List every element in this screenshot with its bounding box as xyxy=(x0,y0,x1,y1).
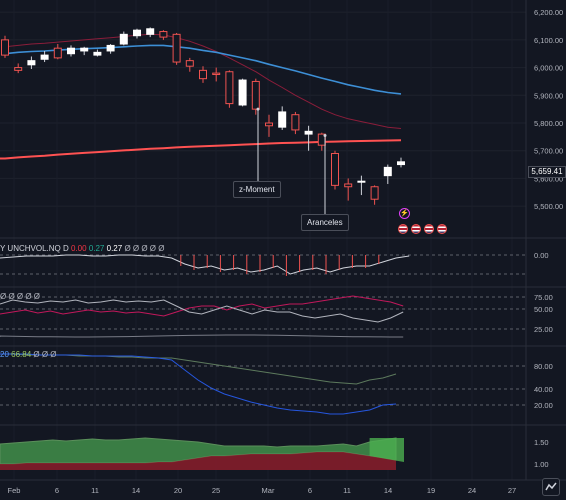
pane3-prefix: 20 xyxy=(0,350,9,359)
aranceles-point xyxy=(323,133,327,137)
pane3-legend[interactable]: 20 66.84 Ø Ø Ø xyxy=(0,350,57,359)
candle-body xyxy=(27,60,36,66)
pane2-empty-values: Ø Ø Ø Ø Ø xyxy=(0,292,41,301)
price-axis-tick: 6,200.00 xyxy=(534,8,563,17)
pane1-legend[interactable]: Y UNCHVOL.NQ D 0.00 0.27 0.27 Ø Ø Ø Ø Ø xyxy=(0,244,164,253)
candle-body xyxy=(106,44,115,52)
candle-body xyxy=(80,47,89,52)
price-axis-tick: 5,900.00 xyxy=(534,91,563,100)
maroon-moving-average xyxy=(4,33,402,129)
pane2-gray-line xyxy=(0,334,404,338)
pane4-red-area xyxy=(0,452,396,470)
candle-body xyxy=(238,79,247,106)
pane2-axis-tick: 25.00 xyxy=(534,325,553,334)
us-flag-icon[interactable] xyxy=(437,224,447,234)
price-axis-tick: 5,700.00 xyxy=(534,147,563,156)
axis-labels: 6,200.00 6,100.00 6,000.00 5,900.00 5,800.00… xyxy=(8,8,564,495)
candle-body xyxy=(159,31,168,38)
candle-body xyxy=(251,80,260,110)
candle-body xyxy=(53,47,62,59)
candle-body xyxy=(1,39,9,56)
candle-body xyxy=(212,72,221,76)
us-flag-icon[interactable] xyxy=(411,224,421,234)
price-axis-tick: 5,600.00 xyxy=(534,174,563,183)
price-axis-tick: 5,800.00 xyxy=(534,119,563,128)
z-moment-point xyxy=(256,107,260,111)
time-axis-tick: 14 xyxy=(132,486,140,495)
annotation-connectors xyxy=(256,107,327,214)
pane2-white-line xyxy=(0,299,404,323)
flash-icon[interactable]: ⚡ xyxy=(399,208,410,219)
candle-body xyxy=(67,47,75,55)
time-axis-tick: Feb xyxy=(8,486,21,495)
candle-body xyxy=(383,166,392,177)
pane4-axis-tick: 1.00 xyxy=(534,460,549,469)
pane2-red-line xyxy=(0,295,404,317)
time-axis-tick: 6 xyxy=(55,486,59,495)
time-axis-tick: 6 xyxy=(308,486,312,495)
candle-body xyxy=(199,69,207,80)
pane1-value-3: 0.27 xyxy=(106,244,123,253)
time-axis-tick: 14 xyxy=(384,486,392,495)
us-flag-icon[interactable] xyxy=(424,224,434,234)
candle-body xyxy=(291,114,300,131)
candle-body xyxy=(93,51,102,56)
last-price-tag: 5,659.41 xyxy=(528,166,566,178)
pane3-blue-line xyxy=(0,353,397,415)
indicator-panes xyxy=(0,0,566,481)
pane1-value-2: 0.27 xyxy=(88,244,105,253)
aranceles-label[interactable]: Aranceles xyxy=(301,214,349,231)
pane1-axis-tick: 0.00 xyxy=(534,251,549,260)
candle-body xyxy=(185,60,194,67)
time-axis-tick: Mar xyxy=(262,486,275,495)
candle-body xyxy=(357,180,366,183)
candle-body xyxy=(40,54,49,60)
time-axis-tick: 11 xyxy=(343,486,351,495)
pane1-empty-values: Ø Ø Ø Ø Ø xyxy=(124,244,165,253)
pane1-oscillator-line xyxy=(0,254,410,275)
price-axis-tick: 6,100.00 xyxy=(534,36,563,45)
candle-body xyxy=(119,33,128,45)
pane4-axis-tick: 1.50 xyxy=(534,438,549,447)
pane2-axis-tick: 75.00 xyxy=(534,293,553,302)
pane1-value-1: 0.00 xyxy=(71,244,87,253)
candle-body xyxy=(14,67,23,71)
time-axis-tick: 27 xyxy=(508,486,516,495)
time-axis-tick: 11 xyxy=(91,486,99,495)
candle-body xyxy=(225,71,234,105)
time-axis-tick: 19 xyxy=(427,486,435,495)
pane3-axis-tick: 80.00 xyxy=(534,362,553,371)
candle-body xyxy=(172,33,181,63)
z-moment-label[interactable]: z-Moment xyxy=(233,181,281,198)
pane3-empty-values: Ø Ø Ø xyxy=(33,350,57,359)
candle-body xyxy=(146,28,155,35)
pane2-legend[interactable]: Ø Ø Ø Ø Ø xyxy=(0,292,40,301)
red-moving-average xyxy=(0,139,402,160)
candle-body xyxy=(304,130,313,135)
tradingview-logo-icon[interactable] xyxy=(542,478,560,496)
pane3-axis-tick: 40.00 xyxy=(534,385,553,394)
candle-body xyxy=(133,29,141,37)
grid-lines xyxy=(0,11,526,207)
candle-body xyxy=(370,186,379,200)
candle-body xyxy=(344,183,353,188)
pane2-axis-tick: 50.00 xyxy=(534,305,553,314)
pane3-axis-tick: 20.00 xyxy=(534,401,553,410)
price-axis-tick: 5,500.00 xyxy=(534,202,563,211)
candle-body xyxy=(331,152,339,186)
time-axis-tick: 20 xyxy=(174,486,182,495)
pane4-highlight-area xyxy=(369,438,404,462)
time-axis-tick: 25 xyxy=(212,486,220,495)
candle-body xyxy=(397,161,405,166)
pane3-value: 66.84 xyxy=(11,350,32,359)
candle-body xyxy=(265,122,273,127)
candlestick-series xyxy=(1,27,405,205)
pane1-indicator-name: Y UNCHVOL.NQ D xyxy=(0,244,69,253)
time-axis-tick: 24 xyxy=(468,486,476,495)
us-flag-icon[interactable] xyxy=(398,224,408,234)
candle-body xyxy=(278,111,287,128)
price-axis-tick: 6,000.00 xyxy=(534,64,563,73)
